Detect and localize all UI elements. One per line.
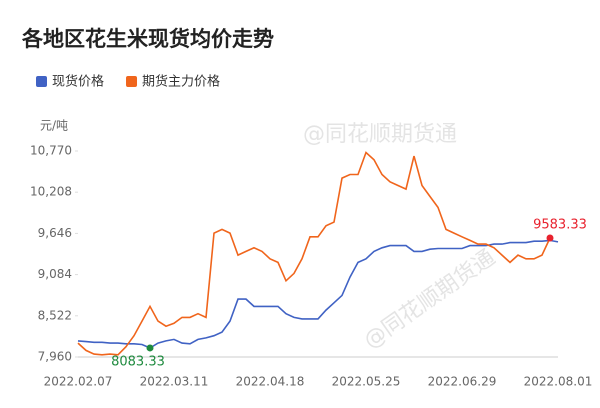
legend-label: 期货主力价格 (142, 74, 220, 90)
last-label: 9583.33 (533, 217, 587, 232)
watermark: @同花顺期货通 (303, 122, 457, 147)
x-tick-label: 2022.06.29 (428, 375, 497, 389)
x-tick-label: 2022.08.01 (524, 375, 593, 389)
series-line (77, 239, 559, 349)
y-tick-label: 10,770 (30, 144, 72, 158)
y-tick-label: 9,084 (38, 267, 72, 281)
legend-label: 现货价格 (52, 74, 104, 90)
y-tick-label: 7,960 (38, 350, 72, 364)
y-axis-unit: 元/吨 (40, 119, 68, 133)
y-tick-label: 10,208 (30, 185, 72, 199)
watermark: @同花顺期货通 (359, 245, 500, 354)
x-tick-label: 2022.03.11 (140, 375, 209, 389)
y-tick-label: 9,646 (38, 226, 72, 240)
x-tick-label: 2022.05.25 (332, 375, 401, 389)
last-point (546, 234, 554, 242)
legend-swatch (126, 76, 138, 87)
x-tick-label: 2022.04.18 (236, 375, 305, 389)
series-line (77, 151, 551, 356)
min-point (146, 344, 154, 352)
legend-swatch (36, 76, 47, 87)
min-label: 8083.33 (111, 354, 165, 369)
y-tick-label: 8,522 (38, 308, 72, 322)
chart-title: 各地区花生米现货均价走势 (21, 27, 274, 51)
x-tick-label: 2022.02.07 (44, 375, 113, 389)
